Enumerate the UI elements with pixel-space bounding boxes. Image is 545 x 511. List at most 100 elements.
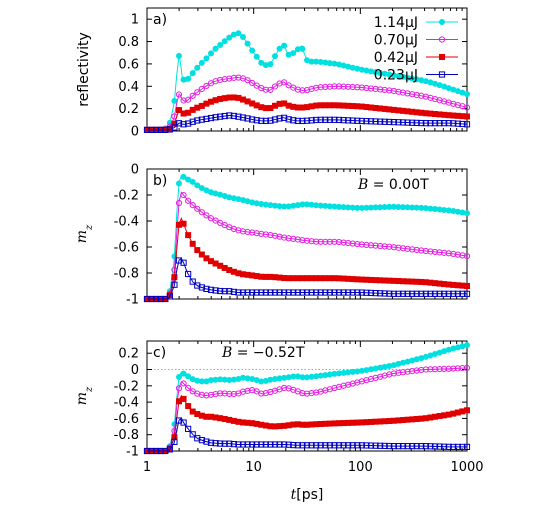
data-point — [345, 442, 352, 449]
y-tick-label: 0 — [131, 363, 139, 378]
data-point — [463, 282, 470, 289]
data-point — [358, 241, 365, 248]
data-point — [436, 365, 443, 373]
data-point — [239, 388, 247, 395]
data-point — [395, 290, 402, 297]
data-point — [345, 83, 352, 90]
data-point — [221, 440, 228, 447]
data-point — [207, 391, 215, 398]
data-point — [386, 442, 393, 450]
y-tick-label: 0.2 — [118, 347, 139, 362]
data-point — [427, 120, 434, 127]
data-point — [427, 290, 434, 297]
data-point — [395, 119, 402, 126]
data-point — [230, 441, 237, 448]
data-point — [212, 287, 219, 294]
y-axis-label-sub: z — [84, 386, 95, 393]
data-point — [226, 390, 233, 397]
data-point — [322, 289, 329, 296]
data-point — [281, 42, 288, 49]
data-point — [185, 384, 192, 391]
y-tick-label: -0.6 — [114, 241, 139, 256]
data-point — [409, 119, 416, 126]
legend-label: 1.14μJ — [374, 15, 418, 31]
data-point — [418, 247, 425, 254]
data-point — [422, 290, 429, 297]
data-point — [445, 365, 452, 372]
data-point — [249, 47, 256, 54]
data-point — [171, 120, 178, 127]
data-point — [258, 441, 265, 448]
data-point — [463, 443, 471, 451]
data-point — [171, 274, 178, 281]
y-axis-label-var: m — [74, 230, 90, 243]
data-point — [267, 117, 274, 124]
data-point — [418, 92, 425, 99]
y-axis-label: reflectivity — [76, 32, 92, 107]
data-point — [331, 116, 338, 123]
data-point — [354, 442, 361, 449]
data-point — [363, 241, 370, 248]
data-point — [299, 390, 306, 397]
field-value: = 0.00T — [368, 177, 429, 193]
data-point — [340, 239, 347, 246]
data-point — [185, 120, 192, 127]
data-point — [441, 120, 448, 127]
data-point — [180, 370, 187, 377]
data-point — [162, 447, 169, 455]
data-point — [463, 113, 470, 120]
data-point — [194, 205, 201, 212]
data-point — [244, 228, 251, 236]
y-tick-label: -0.8 — [114, 267, 139, 282]
data-point — [367, 85, 375, 92]
data-point — [463, 121, 471, 128]
data-point — [395, 369, 402, 376]
data-point — [326, 83, 333, 90]
data-point — [427, 248, 434, 255]
data-point — [349, 83, 356, 91]
data-point — [363, 84, 370, 92]
data-point — [422, 366, 429, 373]
series-0 — [143, 30, 470, 133]
data-point — [299, 289, 306, 296]
data-point — [427, 366, 434, 373]
data-point — [235, 441, 242, 448]
data-point — [290, 289, 297, 296]
data-point — [399, 290, 407, 297]
legend-label: 0.70μJ — [374, 33, 418, 49]
data-point — [308, 442, 315, 449]
data-point — [244, 77, 251, 84]
data-point — [358, 289, 365, 296]
data-point — [148, 295, 155, 303]
data-point — [441, 290, 448, 297]
data-point — [244, 115, 251, 122]
data-point — [441, 365, 448, 373]
data-point — [235, 30, 242, 37]
series-2 — [143, 217, 470, 302]
data-point — [198, 251, 205, 258]
data-point — [427, 443, 434, 450]
data-point — [463, 290, 471, 297]
data-point — [249, 289, 256, 296]
data-point — [313, 289, 320, 296]
x-tick-label: 10 — [245, 460, 262, 475]
data-point — [395, 443, 402, 450]
data-point — [239, 289, 247, 296]
data-point — [349, 117, 356, 124]
panel-c: 0.20-0.2 -0.4-0.6-0.8 -1 c) mz B = −0.52T 1 10 1… — [74, 340, 484, 475]
data-point — [363, 442, 370, 449]
data-point — [198, 116, 205, 123]
series-1 — [143, 74, 471, 133]
data-point — [354, 240, 361, 248]
data-point — [390, 443, 397, 450]
data-point — [335, 289, 343, 296]
data-point — [395, 88, 402, 95]
data-point — [230, 74, 237, 81]
data-point — [217, 390, 224, 397]
panel-label: a) — [153, 12, 167, 28]
data-point — [372, 242, 379, 249]
data-point — [358, 84, 365, 91]
data-point — [317, 442, 324, 449]
data-point — [221, 390, 228, 397]
data-point — [262, 117, 269, 125]
